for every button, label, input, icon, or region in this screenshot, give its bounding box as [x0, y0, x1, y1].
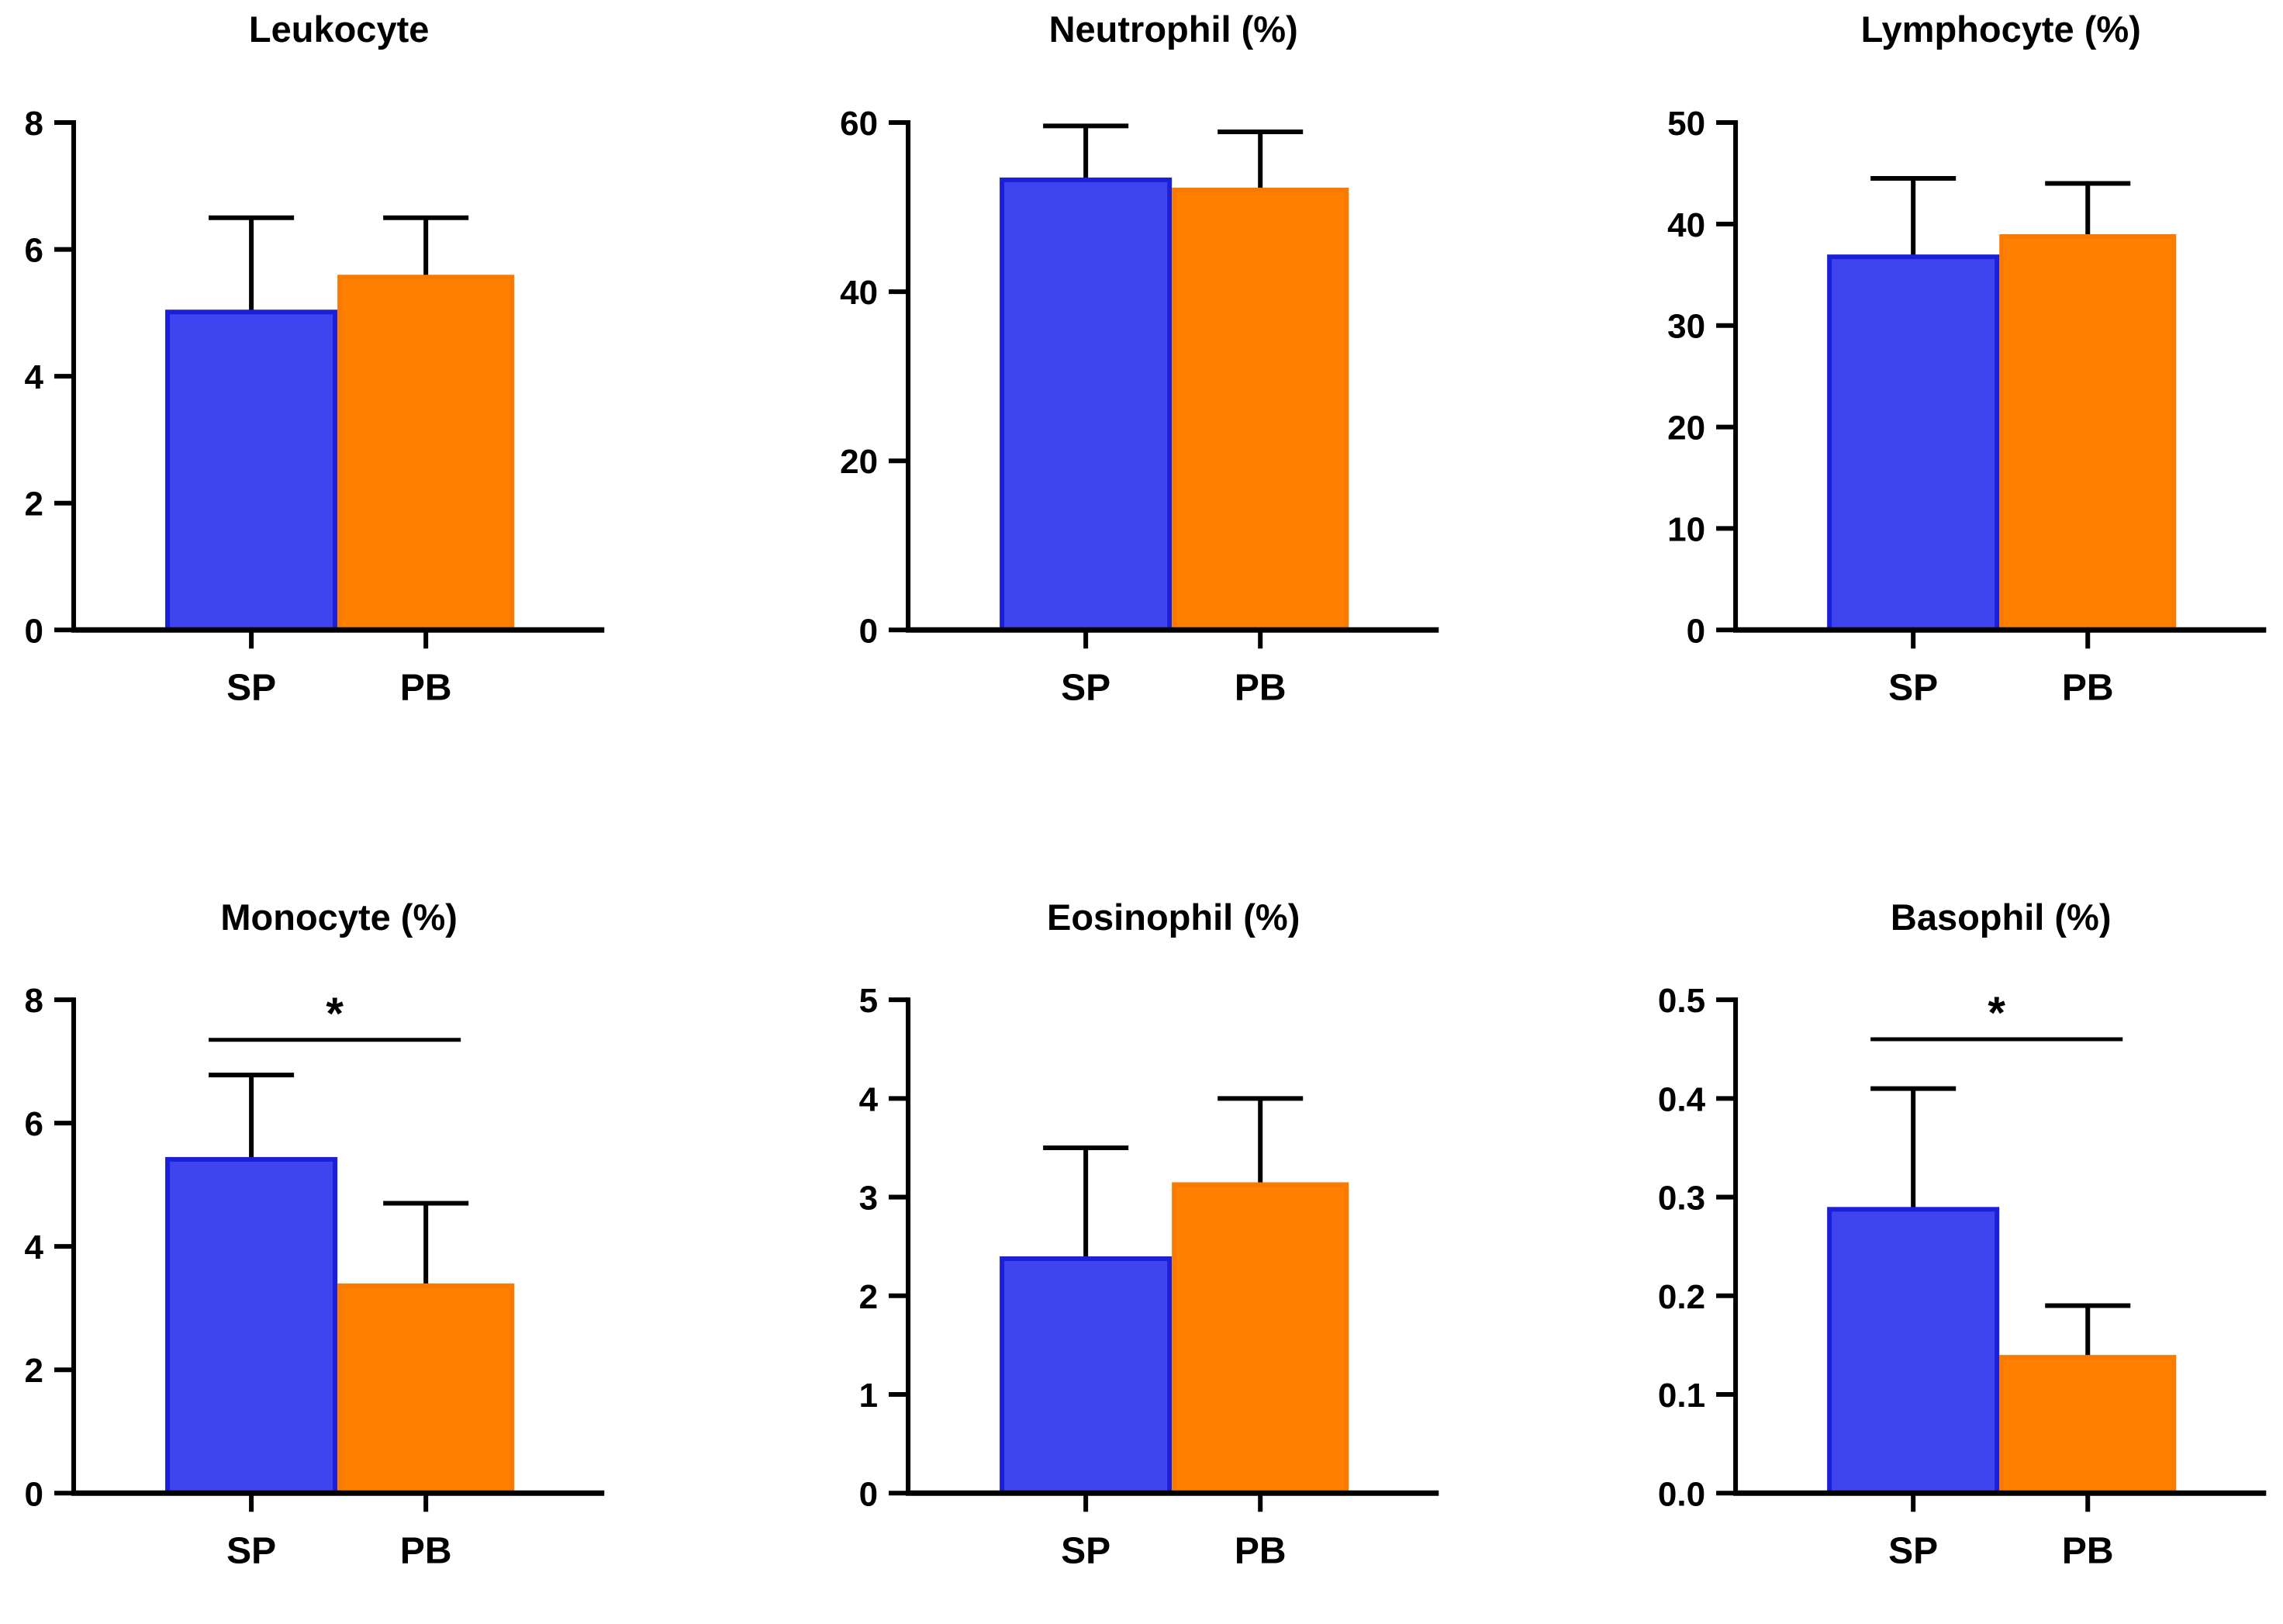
chart-canvas-leukocyte: Leukocyte SP PB 0 2 4 6 8 [25, 9, 605, 708]
bar-sp [1826, 1207, 1999, 1496]
x-label-pb: PB [2062, 1531, 2114, 1572]
y-tick-label: 8 [25, 105, 43, 143]
y-tick-label: 3 [859, 1180, 878, 1218]
chart-panel-eosinophil: Eosinophil (%) SP PB 0 1 2 3 4 5 [761, 812, 1521, 1624]
y-tick-label: 4 [859, 1081, 879, 1119]
y-tick-label: 0.0 [1658, 1476, 1705, 1514]
y-tick-label: 0 [859, 1476, 878, 1514]
y-tick-label: 1 [859, 1377, 878, 1415]
y-tick-label: 0.4 [1658, 1081, 1706, 1119]
chart-title: Neutrophil (%) [1049, 9, 1298, 50]
x-label-sp: SP [1888, 667, 1938, 708]
significance-asterisk: * [326, 989, 344, 1039]
y-tick-label: 20 [840, 443, 878, 481]
y-tick-label: 0 [859, 612, 878, 650]
y-tick-label: 0.5 [1658, 982, 1705, 1020]
y-tick-label: 10 [1667, 510, 1705, 548]
y-tick-label: 30 [1667, 308, 1705, 346]
x-label-sp: SP [1888, 1531, 1938, 1572]
chart-panel-neutrophil: Neutrophil (%) SP PB 0 20 40 60 [761, 0, 1521, 812]
bar-pb [337, 275, 515, 633]
chart-panel-monocyte: Monocyte (%) SP PB 0 2 4 6 8 * [0, 812, 761, 1624]
y-tick-label: 0.3 [1658, 1180, 1705, 1218]
y-tick-label: 5 [859, 982, 878, 1020]
bar-pb [1998, 1355, 2176, 1496]
bar-pb [1172, 1182, 1349, 1496]
chart-panel-lymphocyte: Lymphocyte (%) SP PB 0 10 20 30 40 50 [1522, 0, 2283, 812]
y-tick-label: 0 [1686, 612, 1704, 650]
x-label-sp: SP [226, 667, 276, 708]
y-tick-label: 60 [840, 105, 878, 143]
y-tick-label: 4 [25, 1229, 44, 1267]
y-tick-label: 6 [25, 1105, 43, 1143]
y-tick-label: 0.1 [1658, 1377, 1705, 1415]
bar-sp [165, 1157, 338, 1496]
x-label-sp: SP [226, 1531, 276, 1572]
y-tick-label: 6 [25, 232, 43, 270]
bar-pb [1998, 233, 2176, 633]
chart-title: Leukocyte [249, 9, 429, 50]
chart-canvas-neutrophil: Neutrophil (%) SP PB 0 20 40 60 [840, 9, 1439, 708]
chart-canvas-basophil: Basophil (%) SP PB 0.0 0.1 0.2 0.3 0.4 0.5 * [1658, 897, 2266, 1572]
x-label-pb: PB [2062, 667, 2114, 708]
bar-sp [1826, 254, 1999, 633]
chart-canvas-monocyte: Monocyte (%) SP PB 0 2 4 6 8 * [25, 897, 605, 1572]
x-label-pb: PB [400, 1531, 452, 1572]
x-label-sp: SP [1061, 667, 1110, 708]
chart-title: Basophil (%) [1891, 897, 2112, 938]
y-tick-label: 4 [25, 358, 44, 396]
y-tick-label: 40 [1667, 206, 1705, 244]
x-label-sp: SP [1061, 1531, 1110, 1572]
chart-canvas-eosinophil: Eosinophil (%) SP PB 0 1 2 3 4 5 [859, 897, 1439, 1572]
chart-title: Monocyte (%) [220, 897, 458, 938]
bar-sp [1000, 1256, 1173, 1496]
y-tick-label: 0 [25, 612, 43, 650]
bar-pb [1172, 188, 1349, 633]
y-tick-label: 50 [1667, 105, 1705, 143]
bar-pb [337, 1284, 515, 1496]
y-tick-label: 0 [25, 1476, 43, 1514]
y-tick-label: 40 [840, 274, 878, 312]
bar-sp [1000, 177, 1173, 633]
chart-title: Eosinophil (%) [1047, 897, 1300, 938]
significance-asterisk: * [1988, 988, 2005, 1038]
y-tick-label: 2 [25, 485, 43, 523]
x-label-pb: PB [1235, 1531, 1287, 1572]
y-tick-label: 0.2 [1658, 1278, 1705, 1316]
chart-panel-leukocyte: Leukocyte SP PB 0 2 4 6 8 [0, 0, 761, 812]
y-tick-label: 2 [859, 1278, 878, 1316]
x-label-pb: PB [400, 667, 452, 708]
chart-canvas-lymphocyte: Lymphocyte (%) SP PB 0 10 20 30 40 50 [1667, 9, 2266, 708]
bar-sp [165, 309, 338, 633]
y-tick-label: 2 [25, 1353, 43, 1391]
x-label-pb: PB [1235, 667, 1287, 708]
y-tick-label: 8 [25, 982, 43, 1020]
chart-panel-basophil: Basophil (%) SP PB 0.0 0.1 0.2 0.3 0.4 0.5 * [1522, 812, 2283, 1624]
y-tick-label: 20 [1667, 409, 1705, 447]
chart-title: Lymphocyte (%) [1860, 9, 2140, 50]
